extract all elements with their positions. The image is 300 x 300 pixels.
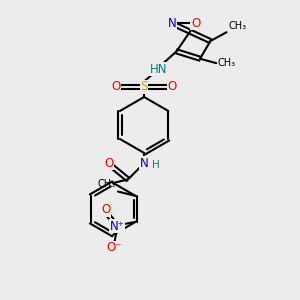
Text: N: N (140, 157, 148, 170)
Text: CH₃: CH₃ (218, 58, 236, 68)
Text: O⁻: O⁻ (107, 241, 122, 254)
Text: O: O (191, 17, 200, 30)
Text: CH₃: CH₃ (228, 21, 246, 31)
Text: O: O (167, 80, 177, 93)
Text: N: N (168, 17, 176, 30)
Text: H: H (152, 160, 160, 170)
Text: O: O (112, 80, 121, 93)
Text: S: S (140, 80, 148, 93)
Text: O: O (101, 203, 110, 216)
Text: CH₃: CH₃ (98, 179, 116, 190)
Text: O: O (104, 157, 113, 170)
Text: HN: HN (150, 62, 168, 76)
Text: N⁺: N⁺ (110, 220, 125, 233)
